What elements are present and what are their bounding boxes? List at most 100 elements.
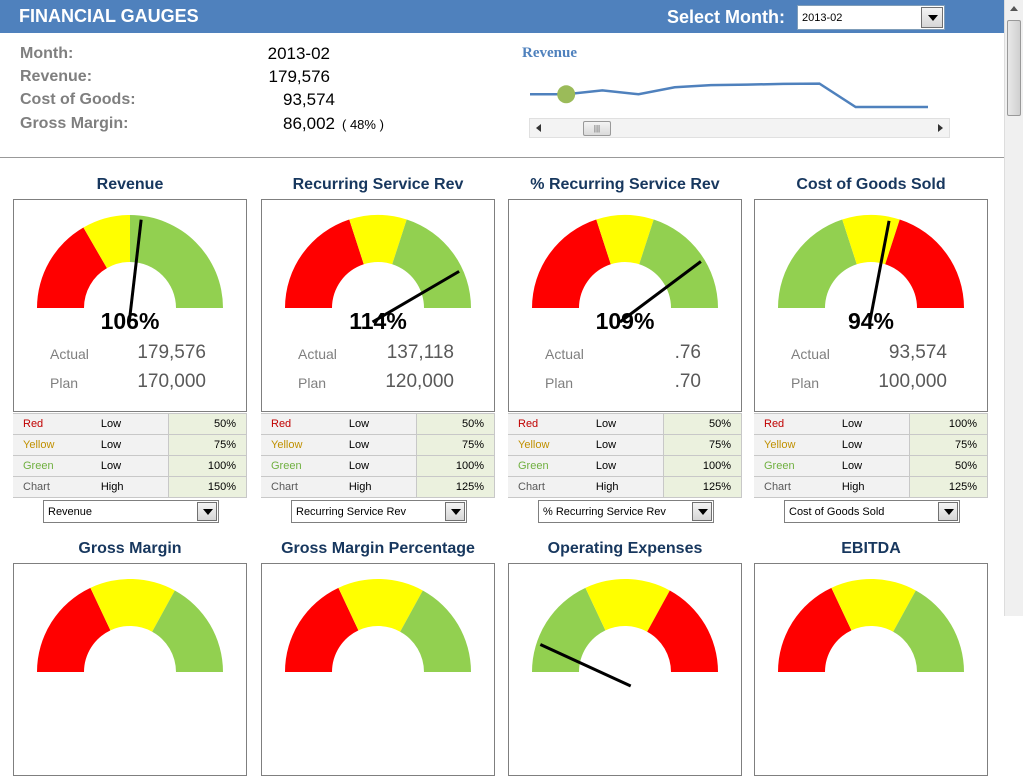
range-name: Green [261, 455, 339, 477]
range-threshold[interactable]: 100% [168, 455, 247, 477]
recurring-service-rev-actual-value: 137,118 [386, 342, 454, 363]
range-threshold[interactable]: 75% [168, 434, 247, 456]
range-threshold[interactable]: 125% [909, 476, 988, 498]
table-row: Chart High 125% [261, 476, 495, 498]
range-threshold[interactable]: 50% [909, 455, 988, 477]
sparkline-line [530, 82, 928, 109]
section-divider [0, 157, 1004, 158]
range-threshold[interactable]: 100% [416, 455, 495, 477]
revenue-band-yellow [83, 215, 130, 269]
revenue-gauge [37, 215, 223, 323]
ebitda-title: EBITDA [841, 540, 901, 557]
range-threshold[interactable]: 100% [909, 413, 988, 435]
recurring-service-rev-plan-label: Plan [298, 375, 327, 391]
range-threshold[interactable]: 125% [416, 476, 495, 498]
recurring-service-rev-percent: 114% [349, 308, 407, 334]
gross-margin-percentage-gauge-card [261, 563, 495, 776]
summary-month-value: 2013-02 [267, 44, 330, 63]
recurring-service-rev-metric-select[interactable]: Recurring Service Rev [291, 500, 467, 523]
cost-of-goods-sold-actual-label: Actual [791, 346, 830, 362]
range-name: Red [508, 413, 586, 435]
chevron-down-icon[interactable] [921, 7, 943, 28]
table-row: Green Low 100% [13, 455, 247, 477]
revenue-title: Revenue [96, 176, 164, 193]
table-row: Green Low 50% [754, 455, 988, 477]
cost-of-goods-sold-gauge [778, 215, 964, 323]
pct-recurring-service-rev-plan-label: Plan [545, 375, 574, 391]
scroll-left-icon[interactable] [536, 124, 541, 132]
month-select[interactable]: 2013-02 [797, 5, 945, 30]
summary-revenue-label: Revenue: [20, 68, 93, 85]
pct-recurring-service-rev-plan-value: .70 [674, 371, 701, 392]
range-threshold[interactable]: 75% [663, 434, 742, 456]
range-name: Yellow [754, 434, 832, 456]
range-name: Chart [754, 476, 832, 498]
range-threshold[interactable]: 75% [909, 434, 988, 456]
range-bound: Low [90, 413, 169, 435]
summary-cogs-label: Cost of Goods: [20, 91, 136, 108]
range-name: Yellow [261, 434, 339, 456]
ebitda-gauge-card [754, 563, 988, 776]
scroll-right-icon[interactable] [938, 124, 943, 132]
range-bound: Low [338, 413, 417, 435]
recurring-service-rev-title: Recurring Service Rev [292, 176, 464, 193]
metric-select-value: Cost of Goods Sold [789, 506, 885, 518]
summary-month-label: Month: [20, 45, 74, 62]
vertical-scrollbar[interactable] [1004, 0, 1023, 616]
range-threshold[interactable]: 50% [663, 413, 742, 435]
cost-of-goods-sold-plan-label: Plan [791, 375, 820, 391]
revenue-band-green [130, 215, 223, 308]
revenue-plan-value: 170,000 [137, 371, 206, 392]
title-bar: FINANCIAL GAUGES Select Month: 2013-02 [0, 0, 1004, 33]
range-bound: Low [585, 455, 664, 477]
range-name: Green [13, 455, 91, 477]
range-threshold[interactable]: 50% [168, 413, 247, 435]
pct-recurring-service-rev-needle [618, 260, 702, 324]
revenue-metric-select[interactable]: Revenue [43, 500, 219, 523]
range-bound: High [831, 476, 910, 498]
pct-recurring-service-rev-gauge-card: 109% Actual .76 Plan .70 [508, 199, 742, 412]
range-name: Chart [508, 476, 586, 498]
range-threshold[interactable]: 50% [416, 413, 495, 435]
range-threshold[interactable]: 125% [663, 476, 742, 498]
month-scrollbar[interactable]: ||| [529, 118, 950, 138]
chevron-down-icon[interactable] [445, 502, 465, 521]
chevron-down-icon[interactable] [692, 502, 712, 521]
page-title: FINANCIAL GAUGES [19, 6, 199, 26]
table-row: Chart High 150% [13, 476, 247, 498]
range-threshold[interactable]: 100% [663, 455, 742, 477]
revenue-gauge-card: 106% Actual 179,576 Plan 170,000 [13, 199, 247, 412]
table-row: Yellow Low 75% [508, 434, 742, 456]
metric-select-value: Recurring Service Rev [296, 506, 407, 518]
metric-select-value: Revenue [48, 506, 93, 518]
pct-recurring-service-rev-band-yellow [596, 215, 654, 265]
pct-recurring-service-rev-band-green [639, 219, 718, 308]
gross-margin-percentage-title: Gross Margin Percentage [281, 540, 475, 557]
chevron-down-icon[interactable] [197, 502, 217, 521]
gross-margin-percentage-gauge [285, 579, 471, 672]
revenue-plan-label: Plan [50, 375, 79, 391]
scrollbar-thumb[interactable] [1007, 20, 1021, 116]
range-name: Red [754, 413, 832, 435]
range-bound: Low [338, 455, 417, 477]
pct-recurring-service-rev-band-red [532, 219, 611, 308]
sparkline-title: Revenue [522, 45, 577, 61]
scroll-up-icon[interactable] [1010, 6, 1018, 11]
pct-recurring-service-rev-metric-select[interactable]: % Recurring Service Rev [538, 500, 714, 523]
revenue-actual-label: Actual [50, 346, 89, 362]
chevron-down-icon[interactable] [938, 502, 958, 521]
range-threshold[interactable]: 75% [416, 434, 495, 456]
month-scrollbar-thumb[interactable]: ||| [583, 121, 611, 136]
table-row: Yellow Low 75% [754, 434, 988, 456]
range-bound: Low [338, 434, 417, 456]
recurring-service-rev-gauge [285, 215, 471, 324]
range-threshold[interactable]: 150% [168, 476, 247, 498]
range-name: Chart [13, 476, 91, 498]
cost-of-goods-sold-needle [868, 220, 891, 323]
recurring-service-rev-range-table: Red Low 50% Yellow Low 75% Green Low 100% Chart Hi… [261, 413, 495, 498]
cost-of-goods-sold-band-red [885, 219, 964, 308]
range-name: Chart [261, 476, 339, 498]
cost-of-goods-sold-metric-select[interactable]: Cost of Goods Sold [784, 500, 960, 523]
recurring-service-rev-band-green [392, 219, 471, 308]
cost-of-goods-sold-percent: 94% [847, 308, 895, 334]
